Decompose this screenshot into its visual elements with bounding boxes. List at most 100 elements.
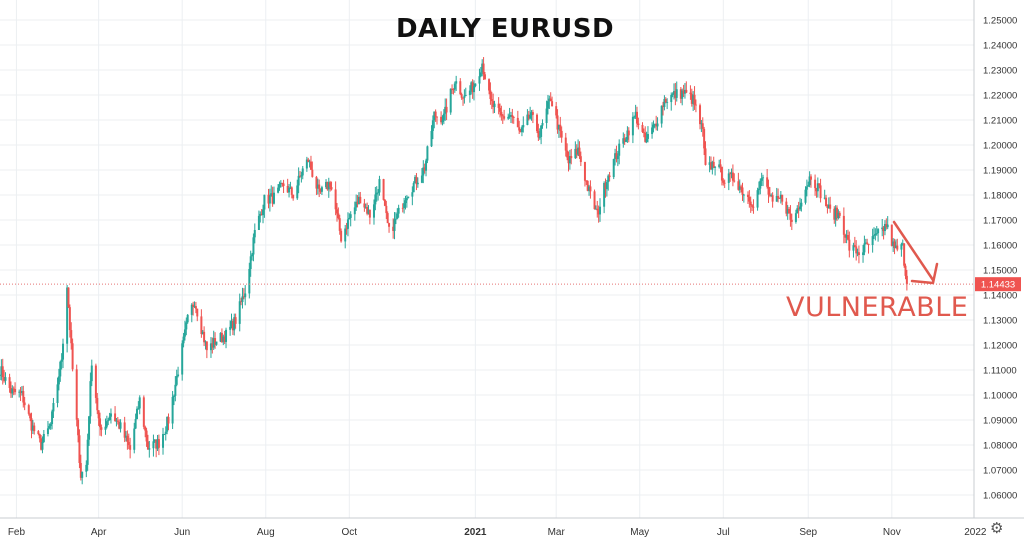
arrow-shaft <box>892 220 935 282</box>
candle-body <box>90 365 93 382</box>
candle-body <box>488 79 491 91</box>
candle-body <box>708 162 711 165</box>
candle-body <box>229 326 232 330</box>
candle-body <box>500 111 503 116</box>
candle-body <box>464 95 467 96</box>
candle-body <box>416 182 419 185</box>
candle-body <box>316 184 319 189</box>
candle-body <box>174 384 177 396</box>
candle-body <box>338 218 341 231</box>
candle-body <box>842 215 845 235</box>
candle-body <box>142 397 145 427</box>
candle-body <box>231 321 234 331</box>
candle-body <box>604 182 607 190</box>
candle-body <box>470 82 473 91</box>
candle-body <box>890 224 893 246</box>
candle-body <box>519 130 522 133</box>
candle-body <box>846 235 849 240</box>
candle-body <box>271 193 274 204</box>
candle-body <box>297 175 300 186</box>
candle-body <box>56 384 59 404</box>
y-tick-label: 1.09000 <box>983 416 1017 427</box>
candle-body <box>503 116 506 119</box>
last-price-label: 1.14433 <box>981 280 1015 291</box>
candle-body <box>727 173 730 183</box>
candle-body <box>866 242 869 244</box>
candle-body <box>545 108 548 124</box>
candle-body <box>127 441 130 446</box>
candle-body <box>644 132 647 142</box>
candle-body <box>826 206 829 209</box>
candle-body <box>905 275 908 285</box>
candle-body <box>756 190 759 208</box>
last-price-line: 1.14433 <box>0 277 1021 292</box>
candle-body <box>607 175 610 183</box>
candle-body <box>807 185 810 187</box>
candle-body <box>4 377 7 381</box>
candle-body <box>651 127 654 135</box>
candle-body <box>719 164 722 167</box>
candle-body <box>263 194 266 210</box>
candle-body <box>171 396 174 424</box>
candle-body <box>660 105 663 124</box>
candle-body <box>568 156 571 164</box>
y-tick-label: 1.23000 <box>983 66 1017 77</box>
candle-body <box>856 252 859 254</box>
candle-body <box>163 433 166 435</box>
candle-body <box>596 208 599 211</box>
gear-icon[interactable]: ⚙ <box>990 520 1004 537</box>
candle-body <box>683 89 686 94</box>
candle-body <box>481 63 484 73</box>
candle-body <box>30 418 33 431</box>
candle-body <box>578 147 581 157</box>
candle-body <box>372 204 375 218</box>
candle-body <box>135 408 138 420</box>
candle-body <box>222 336 225 342</box>
candle-body <box>167 417 170 424</box>
candle-body <box>751 205 754 207</box>
candle-body <box>637 123 640 125</box>
candle-body <box>204 341 207 343</box>
candle-body <box>145 430 148 442</box>
candle-body <box>451 88 454 90</box>
candle-body <box>320 187 323 192</box>
candle-body <box>700 123 703 125</box>
candle-body <box>57 376 60 385</box>
candle-body <box>819 185 822 199</box>
candle-body <box>808 176 811 186</box>
candle-body <box>585 180 588 182</box>
candle-body <box>731 172 734 181</box>
candle-body <box>33 425 36 432</box>
candle-body <box>388 223 391 227</box>
y-tick-label: 1.06000 <box>983 491 1017 502</box>
candle-body <box>308 161 311 163</box>
candle-body <box>19 391 22 393</box>
candle-body <box>718 164 721 168</box>
candle-body <box>420 175 423 183</box>
candle-body <box>605 182 608 190</box>
candle-body <box>238 301 241 324</box>
candle-body <box>452 89 455 91</box>
candle-body <box>215 341 218 345</box>
candle-body <box>862 252 865 256</box>
candle-body <box>270 193 273 197</box>
candle-body <box>779 194 782 199</box>
y-tick-label: 1.10000 <box>983 391 1017 402</box>
candle-body <box>385 205 388 214</box>
candle-body <box>799 206 802 210</box>
candle-body <box>444 106 447 114</box>
candle-body <box>219 332 222 342</box>
candle-body <box>259 213 262 216</box>
candle-body <box>574 148 577 159</box>
candle-body <box>104 426 107 430</box>
candle-body <box>463 95 466 98</box>
candle-body <box>66 287 69 344</box>
candle-body <box>740 186 743 188</box>
candle-body <box>268 196 271 204</box>
candle-body <box>788 208 791 214</box>
candle-body <box>404 200 407 204</box>
candle-body <box>483 74 486 80</box>
candle-body <box>267 194 270 204</box>
